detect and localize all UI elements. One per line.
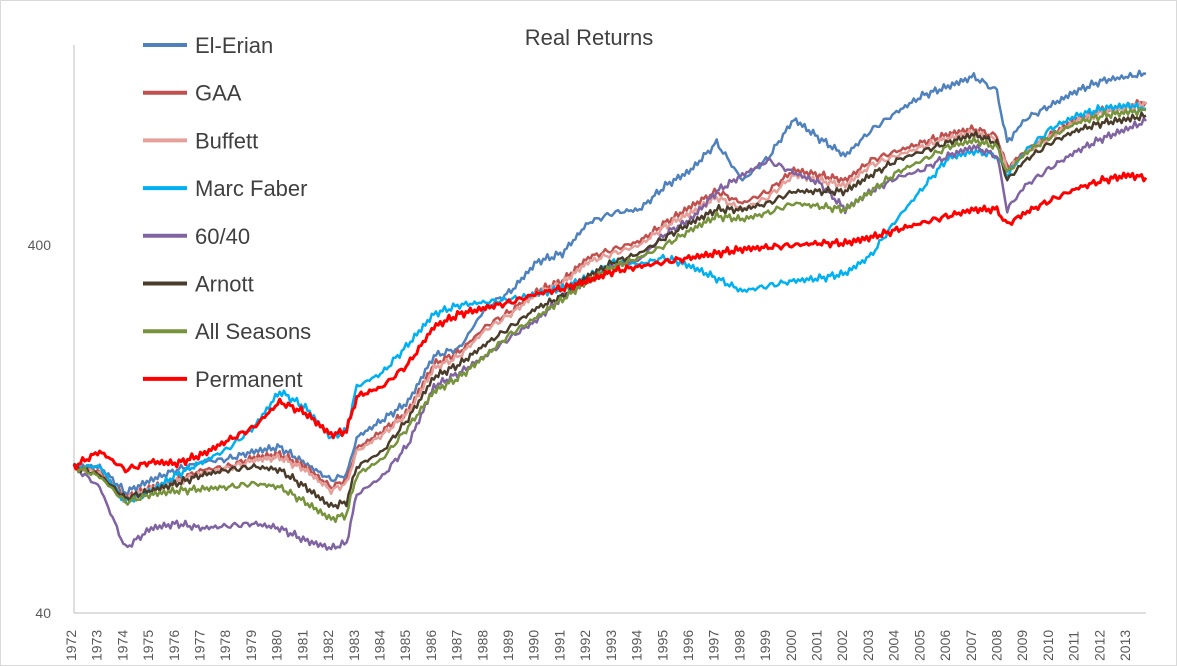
x-tick-label: 1999 [757,630,773,661]
legend: El-Erian GAA Buffett Marc Faber 60/40 Arnott A… [143,33,311,392]
x-tick-label: 2010 [1040,630,1056,661]
x-tick-label: 2001 [809,630,825,661]
x-tick-label: 2003 [860,630,876,661]
legend-label: Arnott [195,272,254,297]
x-tick-label: 1985 [397,630,413,661]
chart-title: Real Returns [525,25,653,50]
x-tick-label: 1987 [449,630,465,661]
series-line-permanent [72,171,1148,474]
x-tick-label: 1990 [526,630,542,661]
x-tick-label: 2007 [963,630,979,661]
y-tick-label: 40 [35,605,51,621]
x-tick-label: 1984 [371,630,387,661]
x-tick-label: 1997 [706,630,722,661]
x-tick-label: 2013 [1117,630,1133,661]
x-tick-label: 2009 [1014,630,1030,661]
legend-label: El-Erian [195,33,273,58]
legend-label: 60/40 [195,224,250,249]
x-tick-label: 1982 [320,630,336,661]
x-tick-label: 2012 [1091,630,1107,661]
x-tick-label: 1991 [551,630,567,661]
x-tick-label: 1973 [89,630,105,661]
y-axis-ticks: 40 400 [28,237,52,621]
x-tick-label: 1981 [294,630,310,661]
x-tick-label: 2005 [911,630,927,661]
x-tick-label: 1976 [166,630,182,661]
x-tick-label: 1989 [500,630,516,661]
axes [73,45,1146,614]
series-line-marc-faber [73,101,1147,504]
x-tick-label: 1994 [629,630,645,661]
series-line-gaa [73,99,1148,504]
plot-area [72,69,1148,551]
x-tick-label: 2004 [886,630,902,661]
x-tick-label: 1972 [63,630,79,661]
x-tick-label: 1996 [680,630,696,661]
legend-label: All Seasons [195,319,311,344]
x-tick-label: 2011 [1066,631,1082,661]
x-tick-label: 1995 [654,630,670,661]
x-tick-label: 1978 [217,630,233,661]
legend-label: GAA [195,81,242,106]
legend-label: Buffett [195,128,258,153]
x-tick-label: 1998 [731,630,747,661]
x-tick-label: 2008 [988,630,1004,661]
x-tick-label: 1993 [603,630,619,661]
x-tick-label: 1980 [269,630,285,661]
x-tick-label: 1974 [114,630,130,661]
x-tick-label: 1977 [192,630,208,661]
y-tick-label: 400 [28,237,52,253]
legend-label: Permanent [195,367,303,392]
x-tick-label: 2000 [783,630,799,661]
series-line-el-erian [73,69,1147,497]
x-tick-label: 2002 [834,630,850,661]
legend-label: Marc Faber [195,176,307,201]
x-axis-ticks: 1972 1973 1974 1975 1976 1977 1978 1979 1980 1981… [63,630,1133,661]
x-tick-label: 1979 [243,630,259,661]
x-tick-label: 1986 [423,630,439,661]
series-line-all-seasons [73,107,1147,524]
x-tick-label: 1988 [474,630,490,661]
series-line-arnott [72,111,1147,510]
x-tick-label: 1983 [346,630,362,661]
x-tick-label: 1992 [577,630,593,661]
x-tick-label: 1975 [140,630,156,661]
x-tick-label: 2006 [937,630,953,661]
